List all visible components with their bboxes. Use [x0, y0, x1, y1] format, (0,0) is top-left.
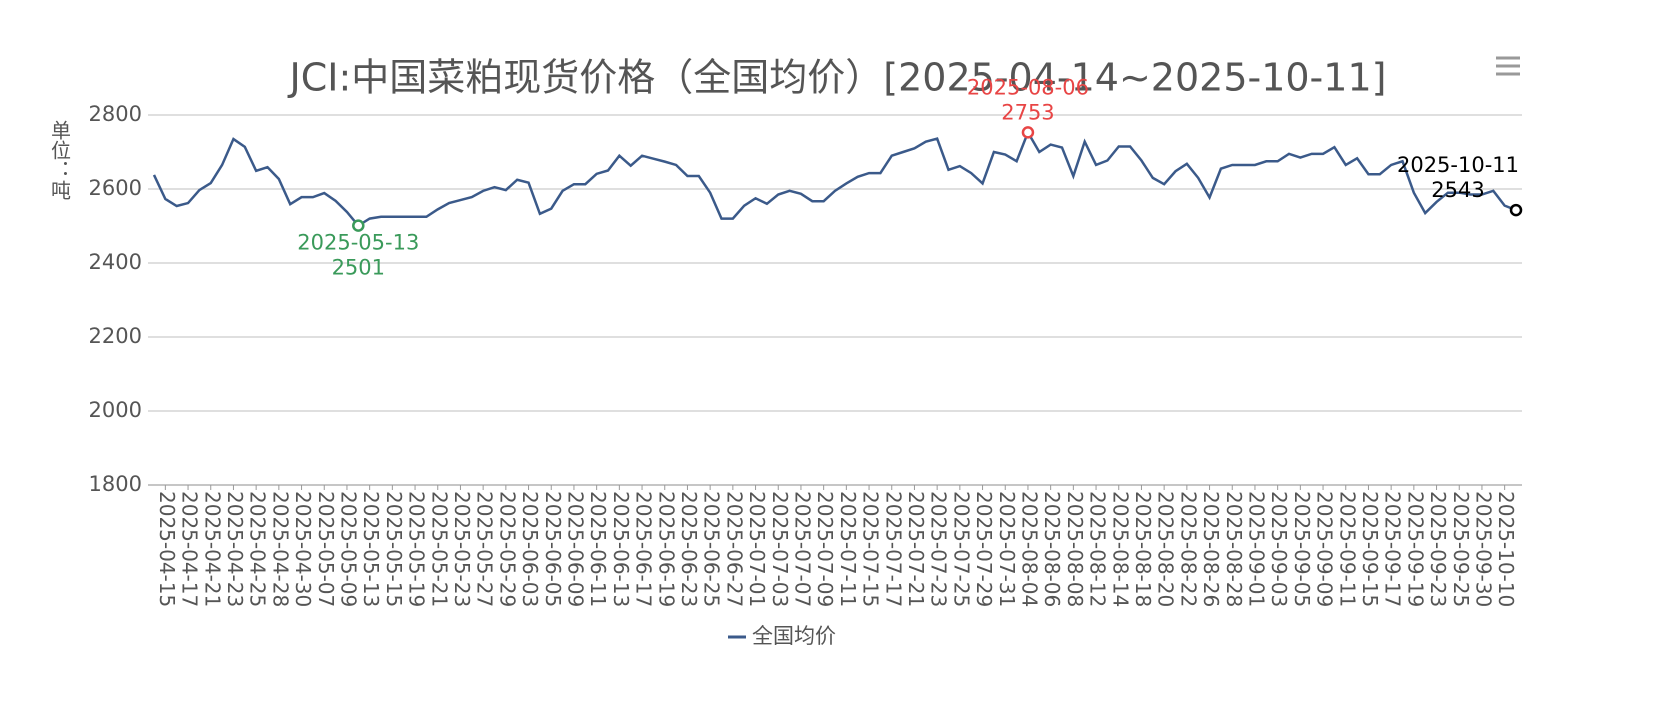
- x-tick-label: 2025-06-05: [541, 491, 565, 607]
- x-tick-label: 2025-08-14: [1108, 491, 1132, 607]
- line: [152, 129, 1517, 228]
- x-tick-label: 2025-09-23: [1426, 491, 1450, 607]
- x-tick-label: 2025-08-08: [1063, 491, 1087, 607]
- x-tick-label: 2025-09-01: [1244, 491, 1268, 607]
- x-tick-label: 2025-09-09: [1313, 491, 1337, 607]
- x-tick-label: 2025-05-19: [405, 491, 429, 607]
- x-tick-label: 2025-06-09: [563, 491, 587, 607]
- x-tick-label: 2025-06-27: [722, 491, 746, 607]
- x-tick-label: 2025-06-19: [654, 491, 678, 607]
- x-tick-label: 2025-06-23: [677, 491, 701, 607]
- annotation-marker: [1509, 203, 1523, 217]
- x-tick-label: 2025-07-07: [790, 491, 814, 607]
- x-tick-label: 2025-04-30: [291, 491, 315, 607]
- x-tick-label: 2025-09-05: [1290, 491, 1314, 607]
- x-tick-label: 2025-08-06: [1040, 491, 1064, 607]
- y-tick-label: 2800: [89, 102, 142, 126]
- menu-icon[interactable]: [1496, 56, 1520, 76]
- x-tick-label: 2025-08-26: [1199, 491, 1223, 607]
- x-tick-label: 2025-07-11: [836, 491, 860, 607]
- x-tick-label: 2025-07-09: [813, 491, 837, 607]
- x-tick-label: 2025-05-29: [495, 491, 519, 607]
- x-tick-label: 2025-08-28: [1222, 491, 1246, 607]
- annotation-date: 2025-05-13: [297, 231, 419, 255]
- x-tick-label: 2025-05-13: [359, 491, 383, 607]
- x-tick-label: 2025-09-15: [1358, 491, 1382, 607]
- x-tick-label: 2025-07-29: [972, 491, 996, 607]
- x-tick-label: 2025-06-03: [518, 491, 542, 607]
- annotation-date: 2025-08-06: [967, 75, 1089, 99]
- x-tick-label: 2025-04-17: [178, 491, 202, 607]
- x-tick-label: 2025-10-10: [1494, 491, 1518, 607]
- x-tick-label: 2025-09-11: [1335, 491, 1359, 607]
- x-tick-label: 2025-05-23: [450, 491, 474, 607]
- x-tick-label: 2025-08-20: [1154, 491, 1178, 607]
- x-tick-label: 2025-07-25: [949, 491, 973, 607]
- x-tick-label: 2025-06-11: [586, 491, 610, 607]
- x-tick-label: 2025-07-23: [927, 491, 951, 607]
- x-tick-label: 2025-07-21: [904, 491, 928, 607]
- y-tick-label: 2200: [89, 324, 142, 348]
- x-tick-label: 2025-06-25: [700, 491, 724, 607]
- x-tick-label: 2025-07-01: [745, 491, 769, 607]
- x-tick-label: 2025-04-21: [200, 491, 224, 607]
- x-tick-label: 2025-07-31: [995, 491, 1019, 607]
- chart-title: JCI:中国菜粕现货价格（全国均价）[2025-04-14~2025-10-11…: [288, 56, 1387, 100]
- x-tick-label: 2025-07-17: [881, 491, 905, 607]
- y-tick-label: 2600: [89, 176, 142, 200]
- x-tick-label: 2025-04-23: [223, 491, 247, 607]
- y-tick-label: 2000: [89, 398, 142, 422]
- x-tick-label: 2025-06-17: [632, 491, 656, 607]
- x-tick-label: 2025-08-12: [1086, 491, 1110, 607]
- x-tick-label: 2025-09-17: [1381, 491, 1405, 607]
- x-tick-label: 2025-08-22: [1176, 491, 1200, 607]
- annotation-date: 2025-10-11: [1397, 153, 1519, 177]
- x-tick-label: 2025-09-30: [1471, 491, 1495, 607]
- x-tick-label: 2025-05-09: [336, 491, 360, 607]
- x-tick-label: 2025-09-25: [1449, 491, 1473, 607]
- x-tick-label: 2025-08-18: [1131, 491, 1155, 607]
- annotation-value: 2543: [1431, 178, 1484, 202]
- annotation-marker: [1021, 126, 1035, 139]
- x-tick-label: 2025-07-15: [859, 491, 883, 607]
- legend-label: 全国均价: [752, 624, 836, 648]
- annotation-value: 2753: [1001, 100, 1054, 124]
- x-tick-label: 2025-05-15: [382, 491, 406, 607]
- x-tick-label: 2025-05-27: [473, 491, 497, 607]
- y-tick-label: 2400: [89, 250, 142, 274]
- x-tick-label: 2025-06-13: [609, 491, 633, 607]
- x-tick-label: 2025-09-19: [1403, 491, 1427, 607]
- annotation-value: 2501: [332, 256, 385, 280]
- x-tick-label: 2025-09-03: [1267, 491, 1291, 607]
- x-tick-label: 2025-05-21: [427, 491, 451, 607]
- y-tick-label: 1800: [89, 472, 142, 496]
- annotation-marker: [352, 219, 365, 232]
- x-tick-label: 2025-08-04: [1017, 491, 1041, 607]
- x-tick-label: 2025-04-15: [155, 491, 179, 607]
- x-tick-label: 2025-05-07: [314, 491, 338, 607]
- x-tick-label: 2025-04-28: [268, 491, 292, 607]
- x-tick-label: 2025-07-03: [768, 491, 792, 607]
- x-tick-label: 2025-04-25: [246, 491, 270, 607]
- y-axis-label: 单位：吨: [48, 120, 72, 200]
